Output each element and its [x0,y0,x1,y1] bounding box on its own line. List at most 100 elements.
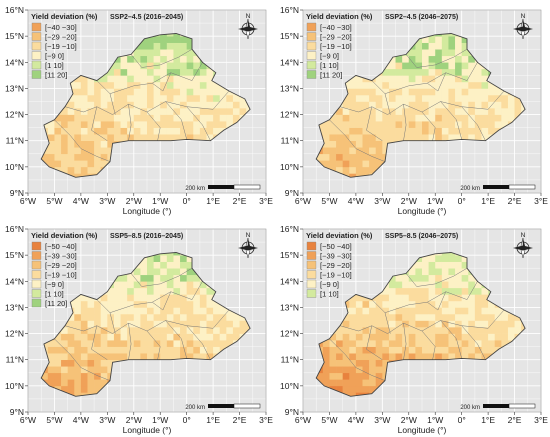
raster-cell [153,340,161,347]
raster-cell [193,294,201,302]
raster-cell [455,114,462,122]
raster-cell [329,346,337,354]
region-boundary [329,338,386,381]
raster-cell [140,62,148,70]
region-boundary [403,323,407,360]
raster-cell [388,353,396,361]
raster-cell [127,114,135,122]
raster-cell [160,42,168,50]
raster-cell [147,121,154,128]
raster-cell [461,255,469,262]
raster-cell [468,75,476,83]
raster-cell [133,268,141,276]
raster-cell [408,55,416,63]
legend-label: [−29 −20] [45,33,77,42]
raster-cell [67,333,75,341]
raster-cell [120,281,128,289]
raster-cell [166,307,174,315]
raster-cell [173,36,181,43]
raster-cell [408,281,416,289]
raster-cell [422,101,429,109]
raster-cell [395,94,403,102]
raster-cell [488,307,496,315]
raster-cell [80,101,88,109]
raster-cell [369,127,377,135]
legend-label: [−19 −10] [45,42,77,51]
raster-cell [127,340,135,347]
raster-cell [342,94,350,102]
legend-label: [1 10] [45,61,64,70]
raster-cell [107,294,115,302]
raster-cell [474,340,482,347]
raster-cell [67,366,75,374]
legend-swatch [31,60,42,70]
raster-cell [153,108,161,115]
raster-cell [166,353,174,361]
raster-cell [375,108,383,115]
raster-cell [435,33,443,37]
raster-cell [107,147,115,155]
raster-cell [94,160,102,168]
raster-cell [186,127,194,135]
raster-cell [415,274,423,282]
raster-cell [94,134,102,142]
raster-cell [474,134,482,142]
raster-cell [349,121,357,128]
x-tick-label: 1°E [206,196,220,206]
raster-cell [336,372,343,380]
raster-cell [448,274,456,282]
map-svg: 6°W 5°W 4°W 3°W 2°W 1°W 0° 1°E 2°E 3°E9°N10°N11°N… [5,5,273,216]
raster-cell [47,372,55,380]
raster-cell [336,166,343,174]
raster-cell [127,62,135,70]
raster-cell [382,121,390,128]
raster-cell [408,287,416,295]
raster-cell [369,108,377,115]
raster-cell [127,127,135,135]
raster-cell [408,101,416,109]
raster-cell [87,366,95,374]
raster-cell [494,114,502,122]
region-boundary [366,106,383,141]
x-tick-label: 2°W [126,196,142,206]
raster-cell [514,327,522,334]
legend-swatch [306,70,317,79]
raster-cell [435,281,443,289]
raster-cell [355,340,363,347]
raster-cell [213,121,221,128]
raster-cell [494,101,502,109]
raster-cell [147,62,154,70]
raster-cell [166,268,174,276]
y-tick-label: 12°N [5,110,24,120]
raster-cell [501,108,509,115]
raster-cell [342,320,350,328]
y-tick-label: 11°N [6,355,24,365]
raster-cell [54,134,62,142]
region-boundary [91,106,108,141]
raster-cell [488,320,496,328]
raster-cell [226,340,234,347]
scale-bar: 200 km [185,403,261,411]
raster-cell [120,307,128,315]
raster-cell [402,346,410,354]
raster-cell [402,108,410,115]
raster-cell [100,340,108,347]
raster-cell [395,300,403,308]
raster-cell [481,101,489,109]
raster-cell [107,127,115,135]
raster-cell [153,62,161,70]
raster-cell [349,366,357,374]
raster-cell [206,320,214,328]
raster-cell [461,127,469,135]
raster-cell [468,307,476,315]
raster-cell [349,320,357,328]
x-tick-label: 1°E [206,415,220,425]
raster-cell [113,114,121,122]
raster-cell [100,88,108,96]
raster-cell [147,68,154,76]
raster-cell [441,108,449,115]
raster-cell [461,281,469,289]
raster-cell [441,49,449,57]
raster-cell [461,49,469,57]
raster-cell [160,121,168,128]
